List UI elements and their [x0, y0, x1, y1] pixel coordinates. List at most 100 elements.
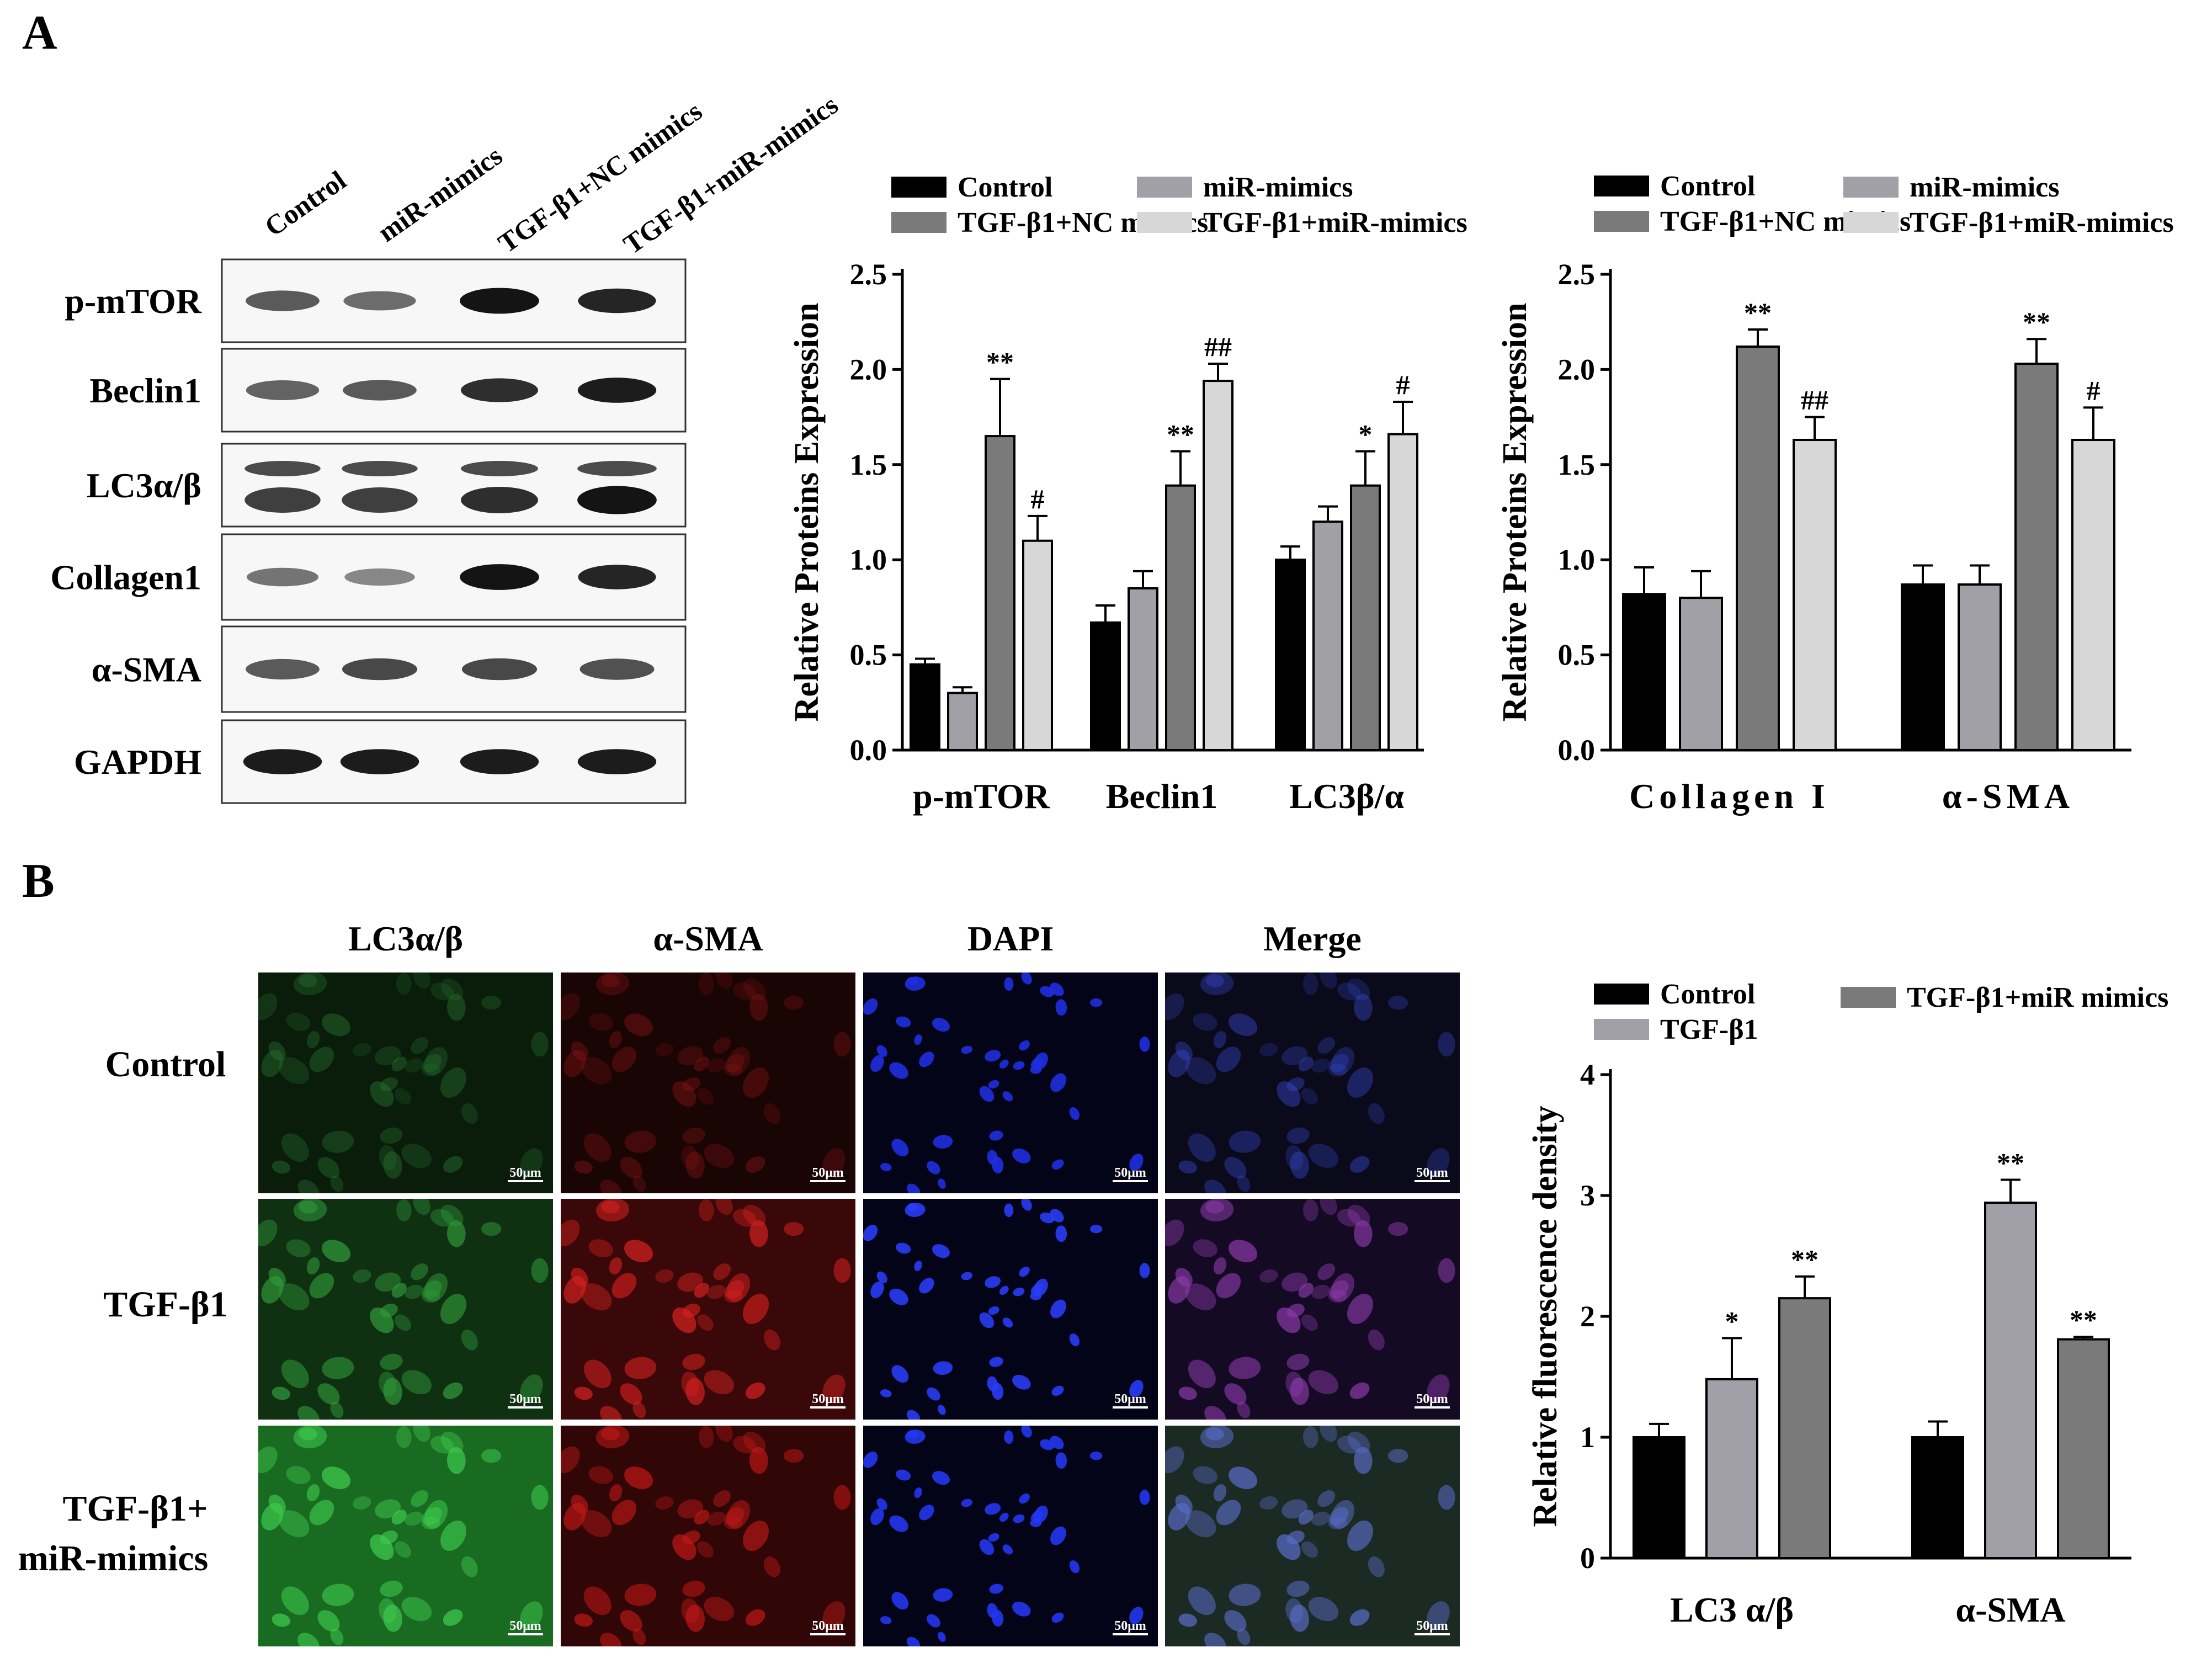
cell — [704, 1370, 735, 1395]
cell — [404, 1284, 424, 1299]
scale-bar-label: 50μm — [509, 1619, 541, 1633]
cell — [1021, 1199, 1032, 1211]
cell — [321, 1240, 351, 1263]
cell — [999, 1285, 1009, 1295]
cell — [783, 996, 804, 1010]
cell — [396, 1426, 412, 1448]
y-tick-label: 0.0 — [850, 734, 887, 767]
blot-band — [342, 658, 418, 681]
cell-layer — [258, 1426, 549, 1646]
cell — [1328, 1516, 1347, 1530]
cell — [763, 1556, 780, 1577]
legend-swatch — [891, 212, 947, 233]
cell — [1055, 999, 1067, 1016]
legend-label: miR-mimics — [1203, 172, 1353, 203]
legend-swatch — [1594, 211, 1649, 232]
cell — [713, 1263, 731, 1280]
legend-label: Control — [1660, 979, 1755, 1010]
cell — [1298, 1510, 1314, 1525]
cell — [1229, 1130, 1261, 1153]
cell — [822, 1601, 846, 1630]
cell — [1277, 1307, 1301, 1333]
scale-bar-label: 50μm — [812, 1166, 844, 1180]
blot-row-label: p-mTOR — [65, 281, 202, 321]
cell — [696, 1314, 714, 1331]
cell — [1205, 1427, 1224, 1441]
cell-layer — [1165, 1199, 1455, 1420]
scale-bar-label: 50μm — [1114, 1619, 1146, 1633]
cell — [391, 1510, 407, 1525]
cell — [561, 1446, 580, 1473]
cell — [600, 1179, 622, 1193]
cell — [1282, 1046, 1308, 1066]
cell — [595, 973, 630, 996]
bar — [1312, 520, 1343, 751]
cell — [601, 974, 620, 987]
microscopy-image — [1165, 973, 1460, 1193]
microscopy-column-label: DAPI — [967, 919, 1054, 958]
cell — [732, 1209, 757, 1227]
cell — [891, 1365, 909, 1383]
cell — [620, 1157, 642, 1179]
cell — [394, 1314, 411, 1331]
cell — [370, 1307, 394, 1333]
cell — [1337, 982, 1361, 1001]
cell — [481, 1449, 502, 1463]
blot-band — [344, 568, 415, 586]
cell — [1349, 1156, 1370, 1173]
cell — [1298, 1283, 1314, 1298]
cell — [907, 1203, 919, 1211]
cell — [401, 1144, 432, 1168]
cell — [309, 1046, 334, 1072]
cell — [1051, 1159, 1064, 1170]
cell — [353, 1269, 371, 1283]
cell — [624, 1357, 657, 1379]
cell — [1193, 1239, 1217, 1257]
cell — [1185, 1283, 1216, 1311]
blot-band — [578, 565, 656, 589]
cell — [907, 976, 919, 985]
significance-mark: ** — [1167, 419, 1194, 450]
cell — [1277, 1534, 1301, 1560]
cell — [1331, 1273, 1355, 1302]
significance-mark: ** — [1791, 1244, 1818, 1275]
cell — [1051, 1612, 1064, 1623]
cell — [1213, 1257, 1227, 1275]
cell-layer — [561, 973, 851, 1193]
cell — [1013, 1061, 1025, 1070]
cell — [531, 1032, 549, 1057]
legend-swatch — [1594, 176, 1649, 196]
cell — [632, 1628, 646, 1645]
cell — [1204, 1179, 1226, 1193]
cell — [1050, 1073, 1066, 1092]
cell — [1165, 1219, 1184, 1246]
cell — [404, 1511, 424, 1526]
cell — [624, 1583, 657, 1606]
cell — [992, 1609, 1004, 1627]
cell — [1311, 1058, 1331, 1073]
bar — [1275, 559, 1306, 751]
cell — [1021, 973, 1032, 985]
cell — [745, 1156, 765, 1173]
cell — [992, 1383, 1004, 1400]
bar — [1022, 539, 1053, 751]
blot-band — [243, 749, 322, 774]
cell — [601, 1200, 620, 1214]
bar — [1165, 484, 1196, 752]
cell — [988, 1306, 999, 1315]
cell — [732, 1436, 757, 1454]
cell — [1055, 1225, 1067, 1242]
cell — [624, 1240, 653, 1263]
significance-mark: ** — [2023, 306, 2050, 337]
cell — [724, 1063, 743, 1077]
cell — [430, 1209, 454, 1227]
blot-lane-label: miR-mimics — [372, 140, 508, 248]
cell-layer — [258, 973, 549, 1193]
blot-band — [579, 658, 655, 680]
cell — [1328, 1054, 1349, 1072]
cell — [1034, 1278, 1048, 1296]
cell — [726, 1500, 751, 1529]
cell — [833, 1032, 851, 1057]
cell — [1308, 1144, 1339, 1168]
legend-label: TGF-β1+miR-mimics — [1203, 207, 1467, 238]
